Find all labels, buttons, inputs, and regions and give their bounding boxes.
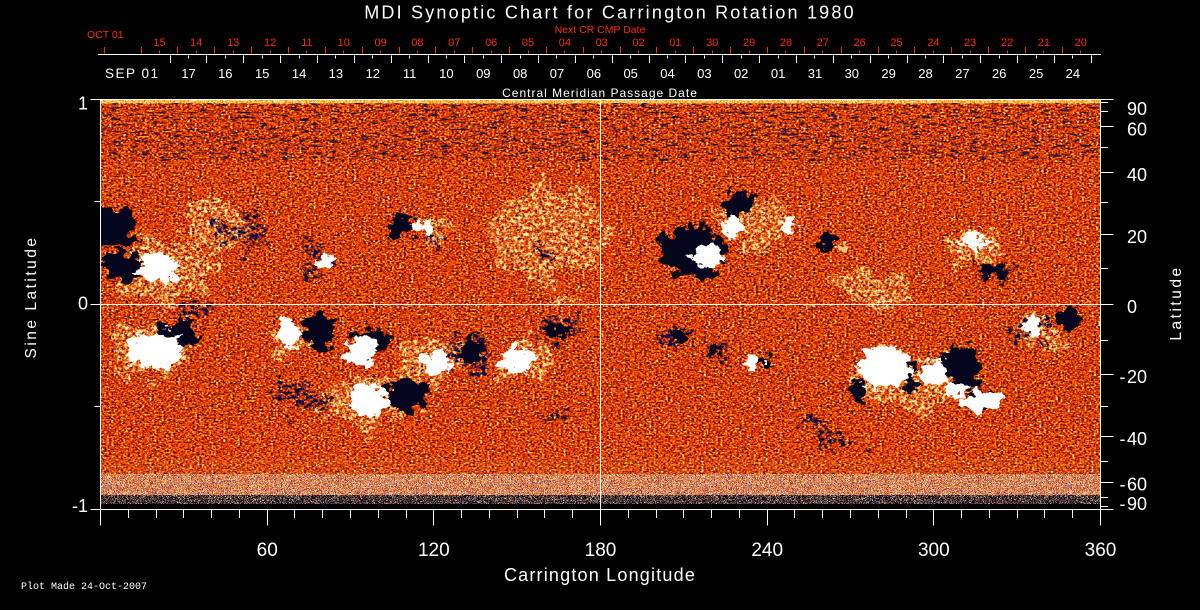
- svg-text:OCT 01: OCT 01: [87, 29, 124, 41]
- svg-text:02: 02: [734, 66, 748, 81]
- svg-text:20: 20: [1127, 367, 1147, 387]
- svg-text:90: 90: [1127, 99, 1147, 119]
- svg-text:13: 13: [329, 66, 343, 81]
- svg-text:09: 09: [476, 66, 490, 81]
- svg-text:01: 01: [669, 37, 681, 49]
- svg-text:11: 11: [403, 66, 417, 81]
- svg-text:-: -: [1120, 367, 1126, 387]
- svg-text:22: 22: [1001, 37, 1013, 49]
- svg-text:Central Meridian Passage Date: Central Meridian Passage Date: [502, 86, 698, 100]
- svg-text:40: 40: [1127, 165, 1147, 185]
- svg-text:26: 26: [992, 66, 1006, 81]
- svg-text:-: -: [1120, 494, 1126, 514]
- svg-text:27: 27: [955, 66, 969, 81]
- svg-text:14: 14: [292, 66, 306, 81]
- svg-text:26: 26: [853, 37, 865, 49]
- svg-text:180: 180: [585, 540, 617, 561]
- svg-text:20: 20: [1127, 227, 1147, 247]
- svg-text:05: 05: [623, 66, 637, 81]
- svg-text:120: 120: [418, 540, 450, 561]
- svg-text:12: 12: [366, 66, 380, 81]
- svg-text:01: 01: [771, 66, 785, 81]
- svg-text:40: 40: [1127, 429, 1147, 449]
- svg-text:1: 1: [78, 94, 88, 114]
- svg-text:28: 28: [780, 37, 792, 49]
- svg-text:31: 31: [808, 66, 822, 81]
- svg-text:Plot Made 24-Oct-2007: Plot Made 24-Oct-2007: [21, 581, 147, 593]
- svg-text:07: 07: [448, 37, 460, 49]
- svg-text:Carrington Longitude: Carrington Longitude: [504, 565, 696, 585]
- svg-text:MDI Synoptic Chart for Carring: MDI Synoptic Chart for Carrington Rotati…: [364, 3, 856, 23]
- svg-text:11: 11: [301, 37, 312, 49]
- svg-text:60: 60: [257, 540, 278, 561]
- svg-text:23: 23: [964, 37, 976, 49]
- svg-text:28: 28: [918, 66, 932, 81]
- svg-text:0: 0: [78, 294, 88, 314]
- svg-text:15: 15: [153, 37, 165, 49]
- svg-text:Next CR CMP Date: Next CR CMP Date: [555, 24, 646, 36]
- svg-text:360: 360: [1085, 540, 1117, 561]
- svg-text:12: 12: [264, 37, 276, 49]
- svg-text:300: 300: [918, 540, 950, 561]
- svg-text:27: 27: [817, 37, 829, 49]
- svg-text:06: 06: [587, 66, 601, 81]
- svg-text:14: 14: [190, 37, 202, 49]
- svg-text:16: 16: [218, 66, 232, 81]
- svg-text:SEP 01: SEP 01: [105, 66, 160, 81]
- svg-text:24: 24: [927, 37, 939, 49]
- svg-text:21: 21: [1038, 37, 1050, 49]
- svg-text:08: 08: [513, 66, 527, 81]
- svg-text:07: 07: [550, 66, 564, 81]
- svg-text:90: 90: [1127, 494, 1147, 514]
- svg-text:05: 05: [522, 37, 534, 49]
- svg-text:30: 30: [845, 66, 859, 81]
- svg-text:02: 02: [632, 37, 644, 49]
- svg-text:25: 25: [890, 37, 902, 49]
- svg-text:60: 60: [1127, 120, 1147, 140]
- svg-text:10: 10: [338, 37, 350, 49]
- svg-text:06: 06: [485, 37, 497, 49]
- svg-text:29: 29: [743, 37, 755, 49]
- svg-text:09: 09: [374, 37, 386, 49]
- svg-text:-: -: [1120, 475, 1126, 495]
- svg-text:25: 25: [1029, 66, 1043, 81]
- svg-text:24: 24: [1066, 66, 1080, 81]
- svg-text:13: 13: [227, 37, 239, 49]
- svg-text:10: 10: [439, 66, 453, 81]
- svg-text:-1: -1: [72, 496, 88, 516]
- svg-text:04: 04: [660, 66, 674, 81]
- svg-text:60: 60: [1127, 475, 1147, 495]
- svg-text:17: 17: [181, 66, 195, 81]
- svg-text:04: 04: [559, 37, 571, 49]
- svg-text:03: 03: [697, 66, 711, 81]
- svg-text:20: 20: [1075, 37, 1087, 49]
- svg-text:30: 30: [706, 37, 718, 49]
- svg-text:0: 0: [1127, 297, 1137, 317]
- svg-text:29: 29: [881, 66, 895, 81]
- svg-text:08: 08: [411, 37, 423, 49]
- svg-text:15: 15: [255, 66, 269, 81]
- svg-text:-: -: [1120, 429, 1126, 449]
- svg-text:Latitude: Latitude: [1168, 265, 1185, 340]
- svg-text:03: 03: [596, 37, 608, 49]
- svg-text:240: 240: [751, 540, 783, 561]
- svg-text:Sine Latitude: Sine Latitude: [23, 236, 40, 359]
